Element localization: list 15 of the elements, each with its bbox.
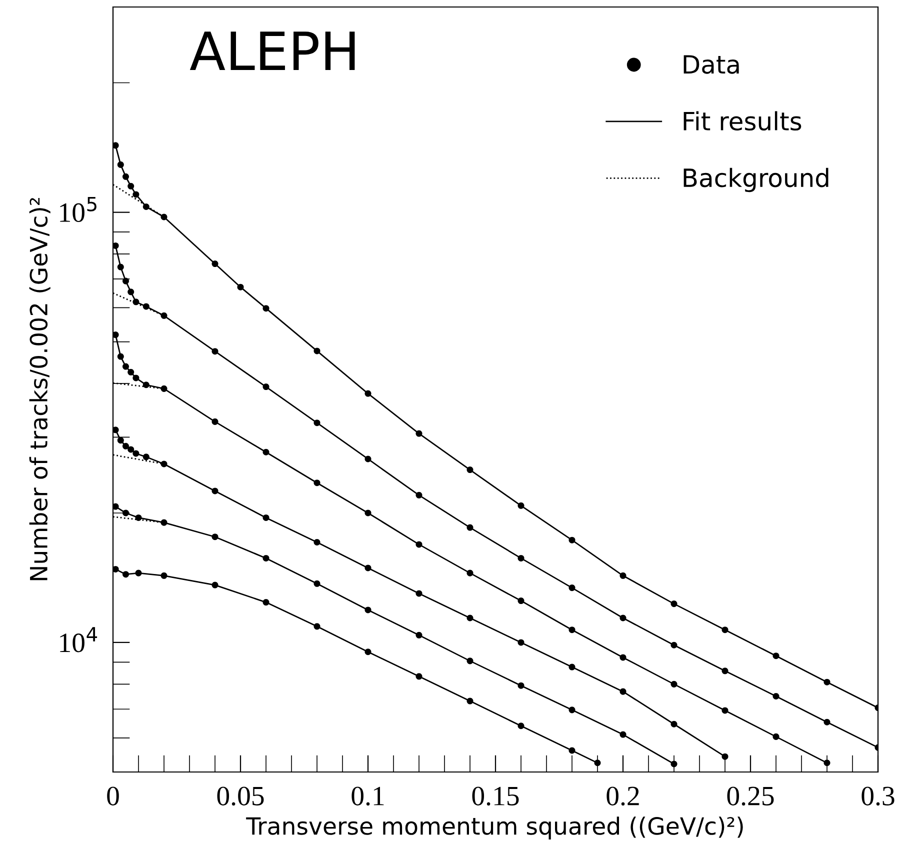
- x-tick-label: 0.05: [217, 786, 264, 806]
- legend-label: Data: [684, 55, 739, 74]
- legend-label: Fit results: [684, 111, 802, 131]
- y-axis-title: Number of tracks/0.002 (GeV/c)²: [29, 198, 50, 580]
- x-tick-label: 0.2: [606, 786, 639, 806]
- x-axis-title: Transverse momentum squared ((GeV/c)²): [246, 816, 743, 840]
- annotation: ALEPH: [190, 32, 355, 70]
- x-tick-label: 0.3: [862, 786, 894, 806]
- x-tick-label: 0.25: [727, 786, 774, 806]
- x-tick-label: 0.15: [472, 786, 519, 806]
- y-tick-label: 10$^{4}$: [60, 627, 98, 652]
- x-tick-label: 0: [107, 786, 119, 806]
- legend-label: Background: [684, 168, 828, 192]
- x-tick-label: 0.1: [352, 786, 384, 806]
- y-tick-label: 10$^{5}$: [60, 196, 96, 222]
